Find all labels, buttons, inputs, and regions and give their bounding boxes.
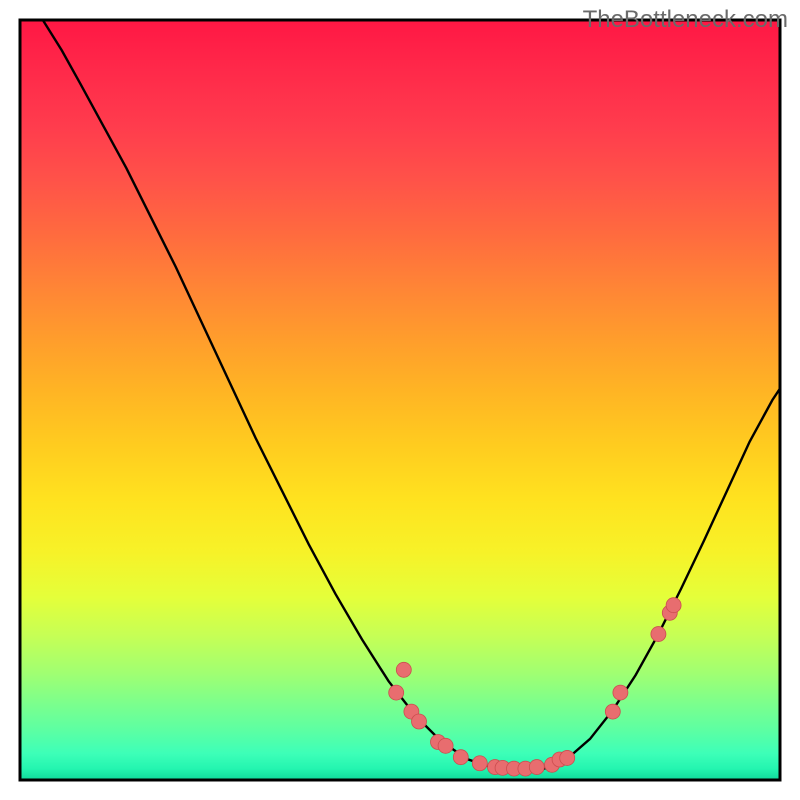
data-marker	[529, 760, 544, 775]
data-marker	[412, 714, 427, 729]
data-marker	[396, 662, 411, 677]
data-marker	[613, 685, 628, 700]
data-marker	[389, 685, 404, 700]
watermark-text: TheBottleneck.com	[583, 6, 788, 34]
data-marker	[605, 704, 620, 719]
data-marker	[472, 756, 487, 771]
data-marker	[438, 738, 453, 753]
data-marker	[453, 750, 468, 765]
data-marker	[651, 627, 666, 642]
chart-container: TheBottleneck.com	[0, 0, 800, 800]
data-marker	[666, 598, 681, 613]
data-marker	[560, 750, 575, 765]
bottleneck-chart	[0, 0, 800, 800]
